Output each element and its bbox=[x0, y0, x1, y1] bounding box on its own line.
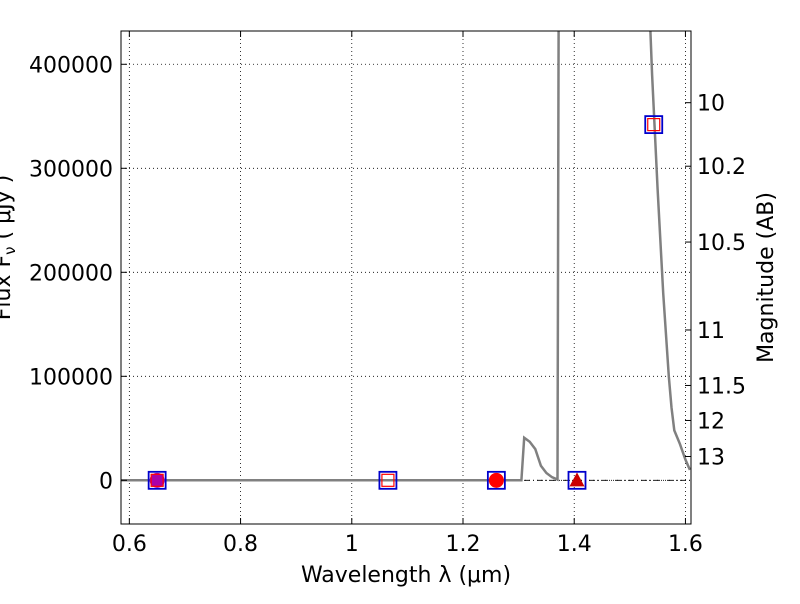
x-tick-label: 1.6 bbox=[668, 532, 703, 557]
magnitude-axis-label: Magnitude (AB) bbox=[754, 192, 779, 363]
x-tick-label: 1.2 bbox=[446, 532, 481, 557]
x-tick-label: 0.6 bbox=[112, 532, 147, 557]
magnitude-axis-ticks: 10 10.2 10.5 11 11.5 12 13 bbox=[685, 92, 746, 470]
observed-photometry-square bbox=[150, 473, 164, 487]
y-axis-label: Flux Fν ( μJy ) bbox=[0, 175, 19, 320]
model-curve bbox=[121, 31, 560, 482]
model-photometry-square bbox=[567, 470, 587, 490]
magnitude-tick-label: 10 bbox=[697, 92, 725, 117]
y-tick-label: 400000 bbox=[29, 53, 113, 78]
model-curve-tail bbox=[649, 31, 691, 471]
model-photometry-square bbox=[644, 115, 664, 135]
x-axis-label: Wavelength λ (μm) bbox=[301, 563, 511, 588]
plot-area bbox=[121, 31, 691, 490]
magnitude-tick-label: 11.5 bbox=[697, 374, 746, 399]
magnitude-tick-label: 13 bbox=[697, 445, 725, 470]
x-axis-ticks: 0.6 0.8 1 1.2 1.4 1.6 bbox=[112, 31, 703, 557]
y-tick-label: 200000 bbox=[29, 261, 113, 286]
plot-frame bbox=[120, 30, 692, 525]
magnitude-tick-label: 11 bbox=[697, 319, 725, 344]
model-photometry-square bbox=[147, 470, 167, 490]
grid-lines bbox=[121, 31, 691, 524]
photometry-point bbox=[488, 472, 504, 488]
model-photometry-square bbox=[378, 470, 398, 490]
photometry-point bbox=[149, 472, 165, 488]
x-tick-label: 0.8 bbox=[223, 532, 258, 557]
y-tick-label: 100000 bbox=[29, 365, 113, 390]
magnitude-tick-label: 10.5 bbox=[697, 231, 746, 256]
x-tick-label: 1.4 bbox=[557, 532, 592, 557]
y-axis-ticks: 0 100000 200000 300000 400000 bbox=[29, 53, 127, 494]
magnitude-tick-label: 12 bbox=[697, 409, 725, 434]
magnitude-tick-label: 10.2 bbox=[697, 155, 746, 180]
x-tick-label: 1 bbox=[345, 532, 359, 557]
upper-limit-point bbox=[569, 472, 585, 487]
observed-photometry-square bbox=[647, 118, 661, 132]
y-tick-label: 300000 bbox=[29, 157, 113, 182]
observed-photometry-square bbox=[381, 473, 395, 487]
y-tick-label: 0 bbox=[99, 469, 113, 494]
model-photometry-square bbox=[486, 470, 506, 490]
